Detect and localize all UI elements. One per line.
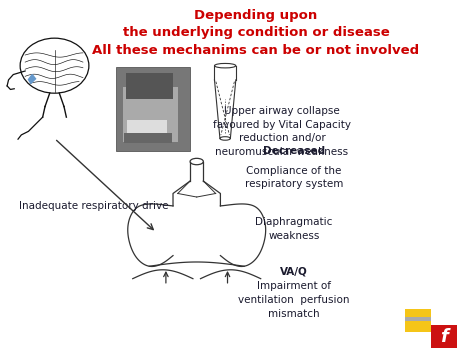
- Text: Inadequate respiratory drive: Inadequate respiratory drive: [19, 201, 168, 211]
- Bar: [123, 87, 178, 142]
- Text: f: f: [440, 328, 448, 345]
- Text: Decreased: Decreased: [263, 146, 325, 156]
- Bar: [124, 133, 172, 143]
- Text: Upper airway collapse
favoured by Vital Capacity
reduction and/or
neuromuscular : Upper airway collapse favoured by Vital …: [213, 106, 351, 157]
- Bar: [405, 309, 431, 332]
- Bar: [405, 317, 431, 321]
- Text: VA/Q: VA/Q: [280, 267, 308, 277]
- Text: Diaphragmatic
weakness: Diaphragmatic weakness: [255, 217, 333, 241]
- Bar: [431, 325, 457, 348]
- Polygon shape: [28, 75, 36, 83]
- Text: Compliance of the
respiratory system: Compliance of the respiratory system: [245, 166, 343, 189]
- Bar: [126, 73, 173, 99]
- Text: Impairment of
ventilation  perfusion
mismatch: Impairment of ventilation perfusion mism…: [238, 282, 350, 318]
- Bar: [116, 67, 190, 151]
- Text: Depending upon
the underlying condition or disease
All these mechanims can be or: Depending upon the underlying condition …: [92, 9, 419, 57]
- Bar: [127, 120, 167, 133]
